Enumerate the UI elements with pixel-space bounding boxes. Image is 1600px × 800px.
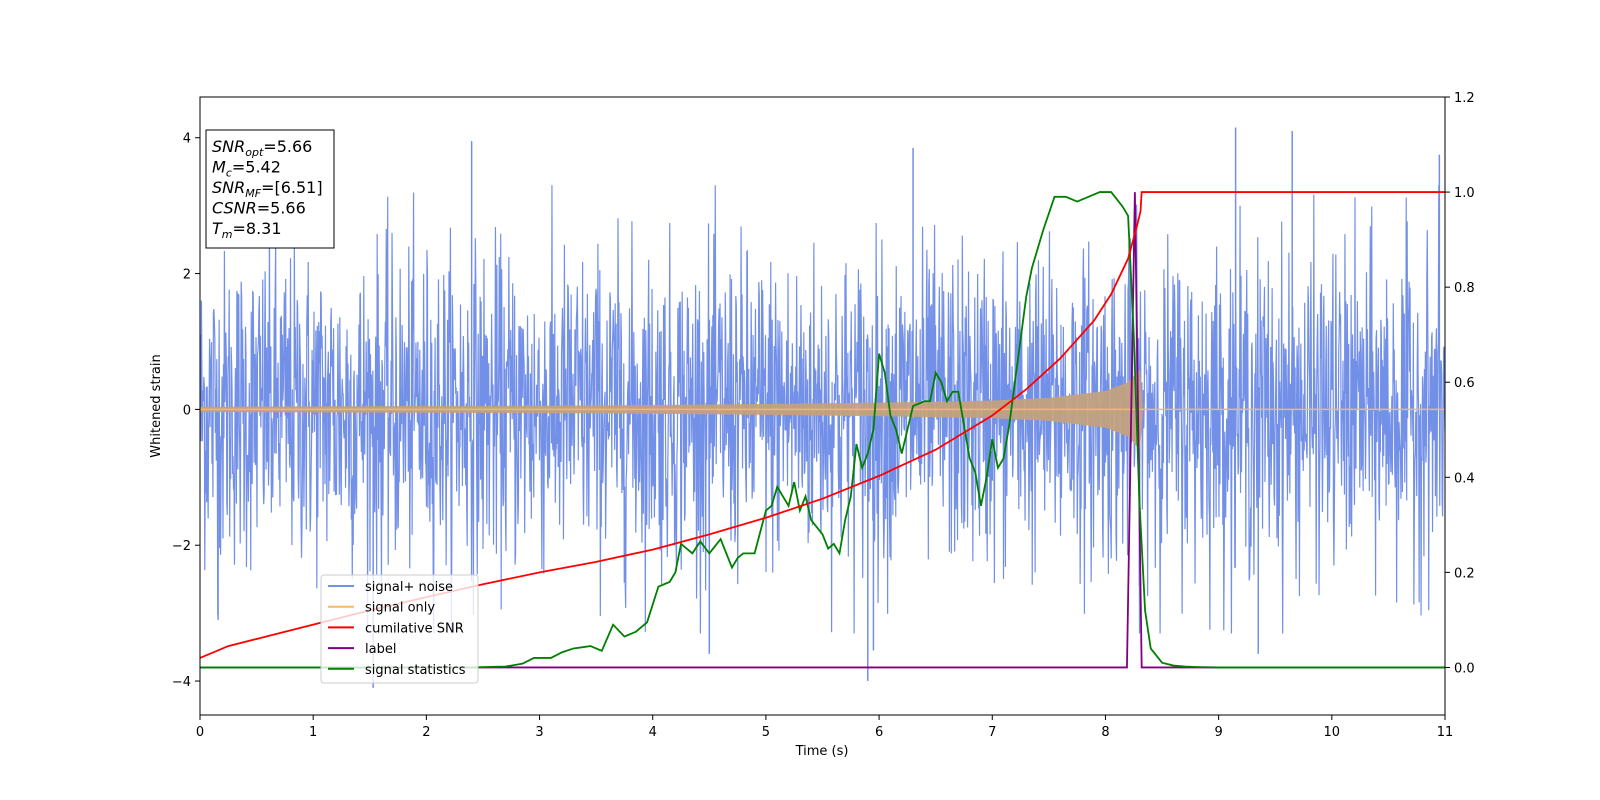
legend-entry: signal statistics [328,663,466,678]
x-tick-label: 6 [875,725,883,740]
x-tick-label: 10 [1324,725,1341,740]
y2-tick-label: 0.0 [1454,661,1475,676]
y2-tick-label: 0.8 [1454,281,1475,296]
annotation-frame [205,129,335,249]
annotation-box: SNRopt=5.66Mc=5.42SNRMF=[6.51]CSNR=5.66T… [205,129,335,249]
legend-label: cumilative SNR [365,621,464,636]
x-tick-label: 1 [309,725,317,740]
legend-entry: label [328,642,396,657]
plot-frame [199,96,1446,716]
legend-label: label [365,642,396,657]
legend-entry: cumilative SNR [328,621,464,636]
y2-tick-label: 0.6 [1454,376,1475,391]
y-tick-label: 4 [183,132,191,147]
y-axis-label: Whitened strain [149,354,164,457]
legend-label: signal statistics [365,663,466,678]
annotation-line: SNRopt=5.66 [212,137,312,159]
legend-entry: signal only [328,601,435,616]
y-tick-label: −4 [172,675,191,690]
legend-label: signal+ noise [365,580,453,595]
y-axis-left: 4 2 0 −2 −4 [172,132,200,690]
annotation-line: Tm=8.31 [212,219,282,241]
signal-noise-line [200,185,1445,634]
legend: signal+ noise signal only cumilative SNR la… [320,574,479,684]
x-tick-label: 2 [422,725,430,740]
y-tick-label: 2 [183,268,191,283]
x-tick-label: 8 [1101,725,1109,740]
annotation-line: SNRMF=[6.51] [212,178,323,200]
annotation-line: Mc=5.42 [212,158,281,180]
x-tick-label: 7 [988,725,996,740]
y-axis-right: 1.2 1.0 0.8 0.6 0.4 0.2 0.0 [1445,91,1475,676]
x-tick-label: 3 [535,725,543,740]
legend-frame [320,574,479,684]
x-tick-label: 4 [649,725,657,740]
signal-statistics-line [200,191,1445,669]
x-axis: 0 1 2 3 4 5 6 7 8 9 10 11 [196,715,1453,740]
y2-tick-label: 0.4 [1454,471,1475,486]
x-tick-label: 0 [196,725,204,740]
y-tick-label: 0 [183,403,191,418]
legend-label: signal only [365,601,435,616]
y2-tick-label: 1.0 [1454,186,1475,201]
y2-tick-label: 0.2 [1454,566,1475,581]
x-tick-label: 11 [1437,725,1454,740]
y2-tick-label: 1.2 [1454,91,1475,106]
x-tick-label: 5 [762,725,770,740]
annotation-line: CSNR=5.66 [212,199,306,218]
x-tick-label: 9 [1214,725,1222,740]
x-axis-label: Time (s) [795,744,849,759]
y-tick-label: −2 [172,539,191,554]
legend-entry: signal+ noise [328,580,453,595]
